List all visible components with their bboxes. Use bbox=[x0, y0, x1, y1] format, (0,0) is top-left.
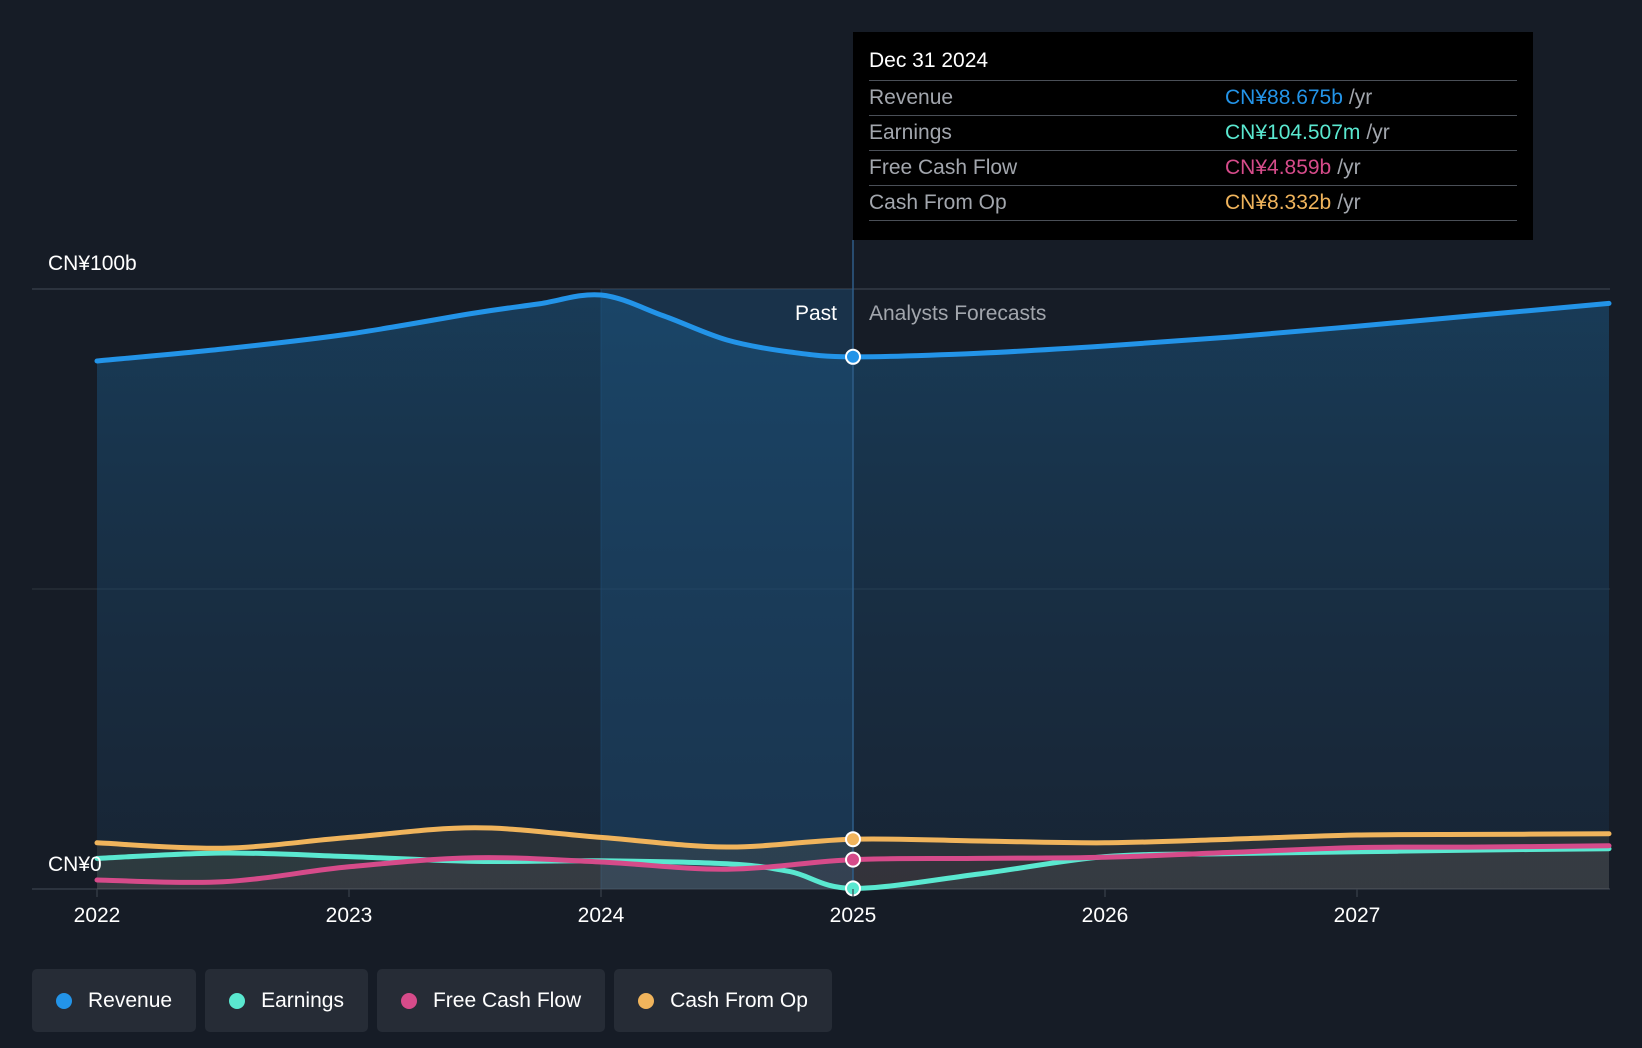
tooltip-value: CN¥8.332b bbox=[1225, 191, 1332, 214]
tooltip-label: Revenue bbox=[869, 86, 954, 109]
x-tick-label: 2022 bbox=[74, 904, 121, 927]
tooltip-unit: /yr bbox=[1337, 191, 1361, 214]
tooltip-unit: /yr bbox=[1348, 86, 1373, 109]
tooltip-row-cash-from-op: Cash From Op CN¥8.332b /yr bbox=[869, 186, 1517, 221]
tooltip-row-earnings: Earnings CN¥104.507m /yr bbox=[869, 116, 1517, 151]
legend-label: Free Cash Flow bbox=[432, 988, 582, 1012]
x-tick-label: 2024 bbox=[578, 904, 625, 927]
data-point-free-cash-flow[interactable] bbox=[845, 851, 861, 868]
legend-label: Cash From Op bbox=[670, 988, 808, 1012]
y-axis-bottom-label: CN¥0 bbox=[48, 853, 102, 876]
past-label: Past bbox=[795, 302, 837, 325]
tooltip-value: CN¥88.675b bbox=[1225, 86, 1343, 109]
series-line-revenue bbox=[94, 292, 1612, 364]
x-tick-label: 2023 bbox=[326, 904, 373, 927]
legend-label: Earnings bbox=[261, 988, 344, 1012]
x-tick-label: 2027 bbox=[1334, 904, 1381, 927]
x-tick-label: 2026 bbox=[1082, 904, 1129, 927]
tooltip-value: CN¥4.859b bbox=[1225, 156, 1332, 179]
legend-dot-icon bbox=[229, 992, 246, 1009]
tooltip-date: Dec 31 2024 bbox=[869, 46, 1517, 81]
tooltip-row-free-cash-flow: Free Cash Flow CN¥4.859b /yr bbox=[869, 151, 1517, 186]
tooltip-label: Free Cash Flow bbox=[869, 156, 1018, 179]
legend-label: Revenue bbox=[88, 988, 173, 1012]
x-tick-label: 2025 bbox=[830, 904, 877, 927]
tooltip-unit: /yr bbox=[1366, 121, 1390, 144]
legend-item-free-cash-flow[interactable]: Free Cash Flow bbox=[376, 969, 606, 1032]
y-axis-top-label: CN¥100b bbox=[48, 252, 137, 275]
tooltip-label: Earnings bbox=[869, 121, 952, 144]
chart-legend: Revenue Earnings Free Cash Flow Cash Fro… bbox=[32, 969, 832, 1032]
legend-dot-icon bbox=[638, 992, 655, 1009]
series-markers bbox=[845, 348, 861, 897]
legend-dot-icon bbox=[56, 992, 72, 1009]
legend-dot-icon bbox=[400, 992, 417, 1009]
data-point-cash-from-op[interactable] bbox=[845, 831, 861, 848]
legend-item-cash-from-op[interactable]: Cash From Op bbox=[614, 969, 832, 1032]
series-area-earnings bbox=[97, 848, 1609, 889]
legend-item-revenue[interactable]: Revenue bbox=[32, 969, 197, 1032]
x-axis-ticks: 2022 2023 2024 2025 2026 2027 bbox=[74, 889, 1381, 927]
tooltip-label: Cash From Op bbox=[869, 191, 1007, 214]
legend-item-earnings[interactable]: Earnings bbox=[205, 969, 368, 1032]
tooltip-row-revenue: Revenue CN¥88.675b /yr bbox=[869, 81, 1517, 116]
data-tooltip: Dec 31 2024 Revenue CN¥88.675b /yr Earni… bbox=[853, 32, 1533, 240]
series-line-earnings bbox=[94, 846, 1612, 891]
tooltip-unit: /yr bbox=[1337, 156, 1361, 179]
tooltip-value: CN¥104.507m bbox=[1225, 121, 1361, 144]
data-point-revenue[interactable] bbox=[845, 348, 861, 365]
forecast-label: Analysts Forecasts bbox=[869, 302, 1046, 325]
